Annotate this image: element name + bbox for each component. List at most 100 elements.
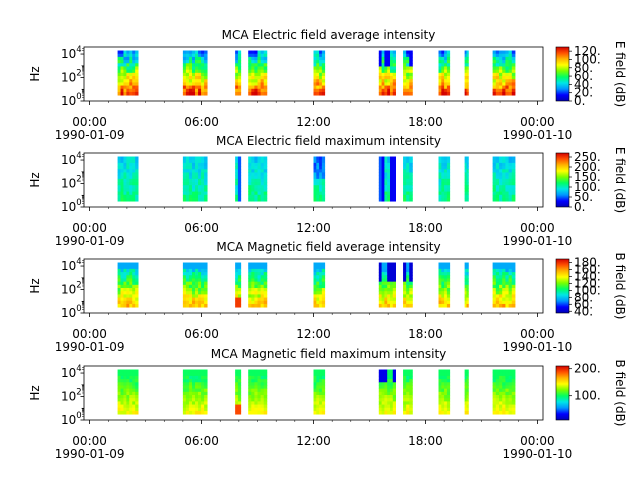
spectrogram-cell bbox=[260, 278, 265, 283]
spectrogram-cell bbox=[505, 272, 510, 276]
spectrogram-cell bbox=[464, 288, 467, 292]
spectrogram-cell bbox=[406, 194, 410, 199]
spectrogram-cell bbox=[257, 53, 262, 58]
spectrogram-cell bbox=[185, 395, 190, 399]
spectrogram-cell bbox=[511, 265, 516, 270]
spectrogram-cell bbox=[191, 262, 196, 267]
spectrogram-cell bbox=[378, 50, 382, 55]
spectrogram-cell bbox=[254, 281, 258, 286]
spectrogram-cell bbox=[464, 284, 467, 289]
spectrogram-cell bbox=[403, 385, 407, 390]
spectrogram-cell bbox=[495, 178, 500, 183]
spectrogram-cell bbox=[438, 294, 442, 298]
spectrogram-cell bbox=[135, 281, 139, 286]
data-segment bbox=[117, 50, 139, 96]
spectrogram-cell bbox=[117, 182, 121, 186]
spectrogram-cell bbox=[378, 369, 382, 374]
spectrogram-cell bbox=[446, 385, 451, 390]
spectrogram-cell bbox=[387, 197, 391, 202]
spectrogram-cell bbox=[313, 372, 317, 377]
spectrogram-cell bbox=[502, 178, 506, 183]
spectrogram-cell bbox=[387, 178, 391, 183]
spectrogram-cell bbox=[182, 182, 187, 186]
spectrogram-cell bbox=[319, 82, 323, 86]
spectrogram-cell bbox=[441, 60, 445, 64]
spectrogram-cell bbox=[257, 385, 262, 390]
spectrogram-cell bbox=[466, 265, 469, 270]
spectrogram-cell bbox=[201, 395, 205, 399]
spectrogram-cell bbox=[392, 82, 396, 86]
spectrogram-cell bbox=[188, 79, 193, 83]
spectrogram-cell bbox=[313, 398, 317, 402]
spectrogram-cell bbox=[384, 159, 388, 164]
spectrogram-cell bbox=[392, 63, 396, 67]
spectrogram-cell bbox=[132, 53, 136, 58]
spectrogram-cell bbox=[235, 169, 239, 173]
spectrogram-cell bbox=[441, 69, 445, 74]
spectrogram-cell bbox=[403, 63, 407, 67]
spectrogram-cell bbox=[132, 372, 136, 377]
spectrogram-cell bbox=[201, 300, 205, 305]
spectrogram-cell bbox=[438, 50, 442, 55]
spectrogram-cell bbox=[444, 379, 448, 383]
spectrogram-cell bbox=[316, 56, 320, 61]
spectrogram-cell bbox=[201, 401, 205, 405]
spectrogram-cell bbox=[321, 391, 326, 396]
spectrogram-cell bbox=[316, 385, 320, 390]
spectrogram-cell bbox=[120, 268, 124, 273]
spectrogram-cell bbox=[237, 88, 242, 93]
spectrogram-cell bbox=[313, 56, 317, 61]
colorbar-label: E field (dB) bbox=[613, 147, 627, 213]
spectrogram-cell bbox=[392, 404, 396, 409]
spectrogram-cell bbox=[126, 60, 130, 64]
spectrogram-cell bbox=[446, 50, 451, 55]
spectrogram-cell bbox=[195, 404, 199, 409]
spectrogram-cell bbox=[248, 303, 252, 308]
spectrogram-cell bbox=[441, 76, 445, 80]
spectrogram-cell bbox=[201, 85, 205, 90]
spectrogram-cell bbox=[257, 172, 262, 177]
spectrogram-cell bbox=[201, 182, 205, 186]
spectrogram-cell bbox=[499, 69, 503, 74]
spectrogram-cell bbox=[378, 66, 382, 71]
spectrogram-cell bbox=[123, 88, 127, 93]
spectrogram-cell bbox=[444, 262, 448, 267]
data-segment bbox=[378, 369, 396, 415]
spectrogram-cell bbox=[129, 407, 133, 412]
spectrogram-cell bbox=[204, 175, 208, 180]
spectrogram-cell bbox=[257, 265, 262, 270]
spectrogram-cell bbox=[392, 69, 396, 74]
spectrogram-cell bbox=[499, 278, 503, 283]
spectrogram-cell bbox=[492, 372, 497, 377]
spectrogram-cell bbox=[120, 88, 124, 93]
spectrogram-cell bbox=[117, 188, 121, 192]
spectrogram-cell bbox=[235, 391, 239, 396]
spectrogram-cell bbox=[403, 398, 407, 402]
spectrogram-cell bbox=[392, 88, 396, 93]
spectrogram-cell bbox=[254, 375, 258, 380]
spectrogram-cell bbox=[409, 272, 413, 276]
spectrogram-cell bbox=[505, 169, 510, 173]
colorbar-label: B field (dB) bbox=[613, 360, 627, 427]
spectrogram-cell bbox=[237, 169, 242, 173]
spectrogram-cell bbox=[251, 272, 255, 276]
spectrogram-cell bbox=[135, 297, 139, 302]
spectrogram-cell bbox=[204, 272, 208, 276]
spectrogram-cell bbox=[248, 185, 252, 189]
spectrogram-cell bbox=[132, 69, 136, 74]
spectrogram-cell bbox=[406, 178, 410, 183]
spectrogram-cell bbox=[201, 50, 205, 55]
spectrogram-cell bbox=[117, 303, 121, 308]
spectrogram-cell bbox=[446, 182, 451, 186]
spectrogram-cell bbox=[123, 63, 127, 67]
spectrogram-cell bbox=[254, 275, 258, 279]
spectrogram-cell bbox=[185, 56, 190, 61]
spectrogram-cell bbox=[260, 60, 265, 64]
spectrogram-cell bbox=[508, 291, 513, 295]
spectrogram-cell bbox=[257, 369, 262, 374]
spectrogram-cell bbox=[198, 375, 202, 380]
spectrogram-cell bbox=[235, 56, 239, 61]
spectrogram-cell bbox=[201, 56, 205, 61]
spectrogram-cell bbox=[195, 50, 199, 55]
spectrogram-cell bbox=[392, 76, 396, 80]
